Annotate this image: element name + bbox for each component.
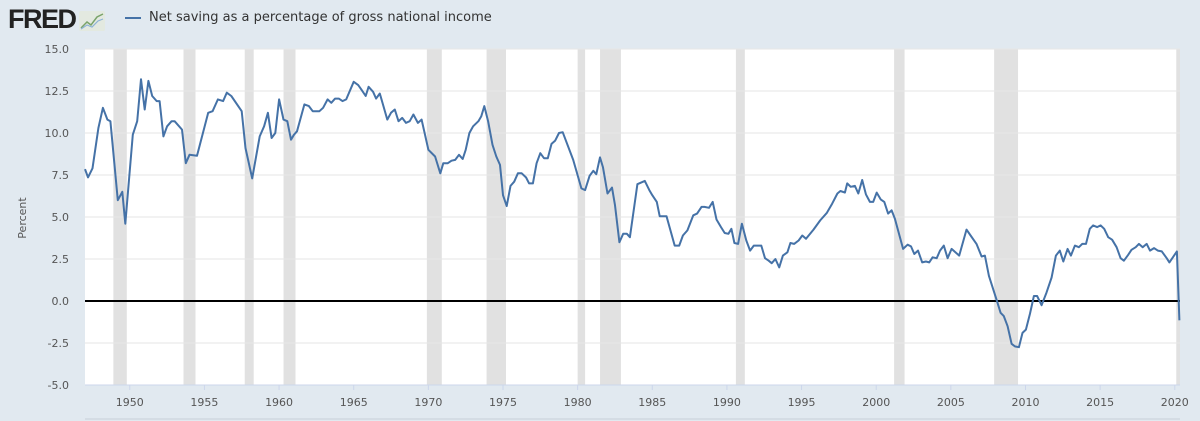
- y-tick-label: -2.5: [48, 337, 69, 350]
- y-tick-label: 5.0: [52, 211, 70, 224]
- x-tick-label: 1950: [116, 396, 144, 409]
- fred-logo[interactable]: FRED: [8, 4, 105, 34]
- x-tick-label: 1995: [788, 396, 816, 409]
- y-axis-ticks: -5.0 -2.5 0.0 2.5 5.0 7.5 10.0 12.5 15.0: [45, 43, 70, 392]
- x-tick-label: 1955: [190, 396, 218, 409]
- series-layer: [84, 78, 1181, 349]
- fred-logo-text: FRED: [8, 4, 77, 34]
- x-tick-label: 1970: [414, 396, 442, 409]
- graph-logo-icon: [78, 11, 105, 31]
- y-tick-label: 15.0: [45, 43, 70, 56]
- y-tick-label: 12.5: [45, 85, 70, 98]
- x-tick-label: 1985: [638, 396, 666, 409]
- chart-legend: Net saving as a percentage of gross nati…: [125, 10, 492, 25]
- x-tick-label: 1990: [713, 396, 741, 409]
- x-tick-label: 2015: [1086, 396, 1114, 409]
- y-axis-label: Percent: [16, 197, 29, 239]
- x-tick-label: 2000: [862, 396, 890, 409]
- x-tick-label: 1980: [564, 396, 592, 409]
- x-tick-label: 2020: [1161, 396, 1189, 409]
- x-tick-label: 1975: [489, 396, 517, 409]
- x-tick-label: 1965: [340, 396, 368, 409]
- y-tick-label: 2.5: [52, 253, 70, 266]
- y-tick-label: 10.0: [45, 127, 70, 140]
- gridlines: [85, 48, 1180, 386]
- x-tick-label: 1960: [265, 396, 293, 409]
- y-tick-label: 7.5: [52, 169, 70, 182]
- y-tick-label: -5.0: [48, 379, 69, 392]
- series-line: [84, 78, 1181, 349]
- legend-swatch: [125, 16, 141, 19]
- x-tick-label: 2010: [1011, 396, 1039, 409]
- y-tick-label: 0.0: [52, 295, 70, 308]
- x-axis-ticks: 1950 1955 1960 1965 1970 1975 1980 1985 1990 1995…: [116, 385, 1189, 409]
- legend-label: Net saving as a percentage of gross nati…: [149, 10, 492, 25]
- x-tick-label: 2005: [937, 396, 965, 409]
